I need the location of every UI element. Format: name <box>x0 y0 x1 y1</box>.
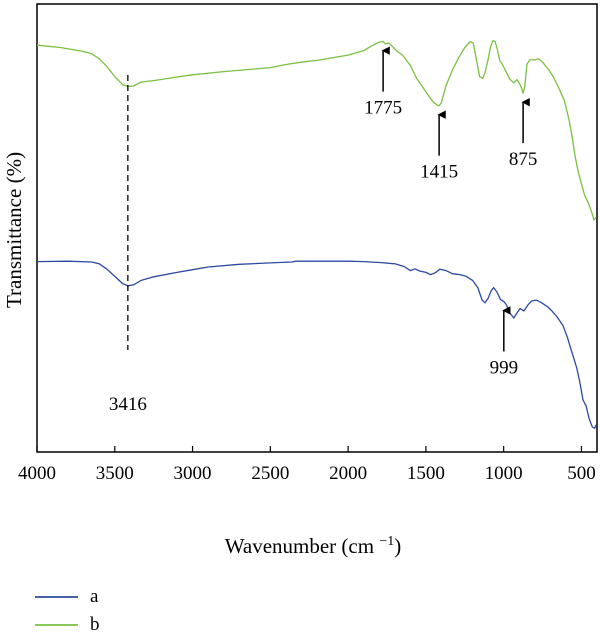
x-tick-label-500: 500 <box>567 463 596 484</box>
legend-label-b: b <box>90 614 100 635</box>
plot-frame <box>36 3 598 453</box>
x-tick-label-1000: 1000 <box>485 463 523 484</box>
x-tick-label-2500: 2500 <box>251 463 289 484</box>
annotation-label-999: 999 <box>490 357 519 378</box>
series-line-b <box>36 40 597 221</box>
x-tick-label-4000: 4000 <box>18 463 56 484</box>
annotation-label-1775: 1775 <box>364 98 402 119</box>
series-line-a <box>36 260 597 429</box>
annotation-label-1415: 1415 <box>420 162 458 183</box>
axis-layer: 4000 3500 3000 2500 2000 1500 1000 500 Wavenumbe… <box>2 152 596 558</box>
y-axis-title: Transmittance (%) <box>2 152 26 308</box>
x-axis-title: Wavenumber (cm −1) <box>225 534 401 558</box>
x-tick-label-1500: 1500 <box>407 463 445 484</box>
x-tick-label-2000: 2000 <box>329 463 367 484</box>
x-tick-label-3000: 3000 <box>174 463 212 484</box>
legend-label-a: a <box>90 586 99 607</box>
annotation-label-3416: 3416 <box>109 394 147 415</box>
annotation-layer: 1775 1415 875 999 3416 <box>109 46 538 415</box>
legend: ab <box>35 586 100 635</box>
x-tick-label-3500: 3500 <box>96 463 134 484</box>
series-layer <box>36 40 597 429</box>
annotation-label-875: 875 <box>509 149 538 170</box>
plot-border <box>36 3 598 453</box>
